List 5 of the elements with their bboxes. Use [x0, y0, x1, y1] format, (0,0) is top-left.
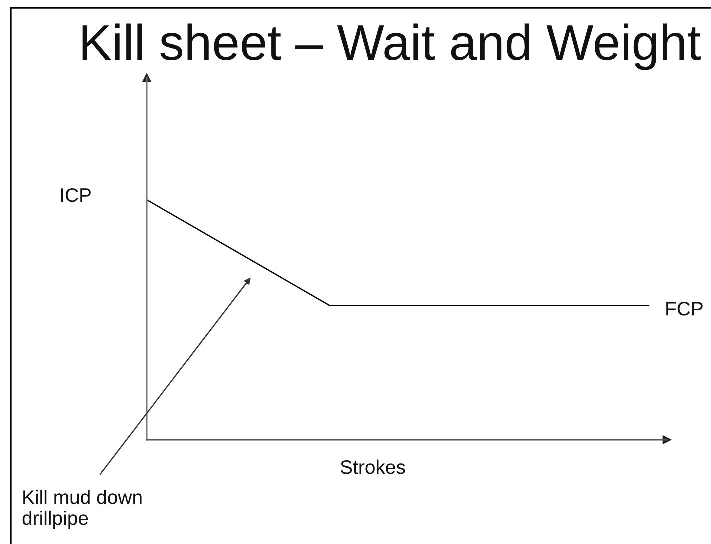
text: ICP [61, 188, 91, 202]
annotation: FCP [666, 302, 703, 316]
x-axis-title: Strokes [340, 460, 406, 474]
text: Kill mud down drillpipe [22, 490, 142, 530]
chart-title: Kill sheet – Wait and Weight [82, 24, 701, 70]
